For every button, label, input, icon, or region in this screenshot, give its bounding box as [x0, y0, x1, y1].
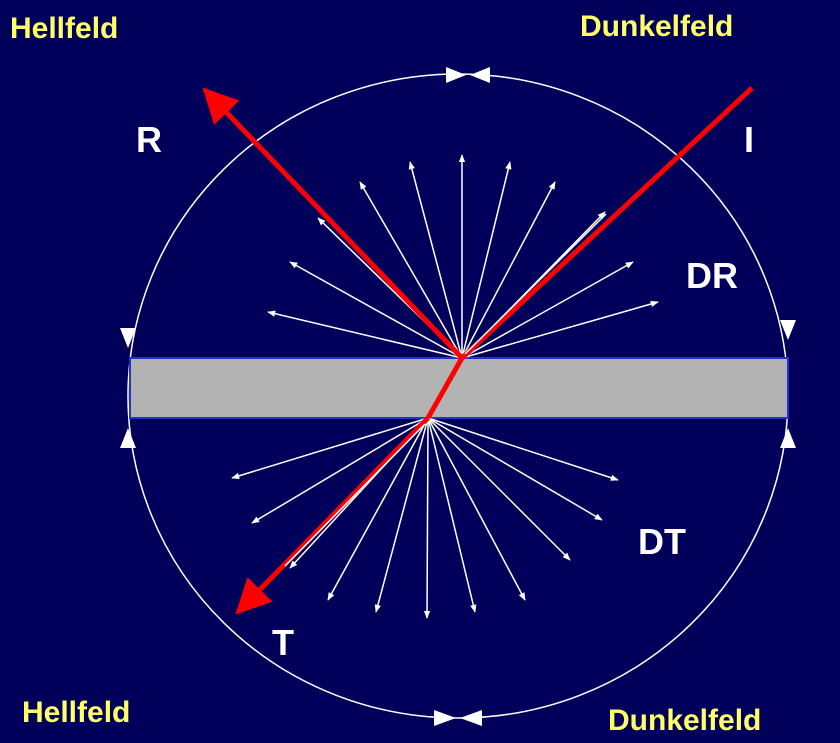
specular-rays	[202, 86, 754, 615]
transmitted-highlight	[284, 423, 426, 567]
ray-label: DR	[686, 255, 738, 296]
circle-markers	[120, 67, 796, 726]
ray-label: DT	[638, 521, 686, 562]
diffuse-transmission-arrows	[231, 417, 619, 619]
ray-label: T	[272, 622, 294, 663]
label: Dunkelfeld	[580, 10, 733, 43]
label: Hellfeld	[10, 12, 118, 45]
ray-label: I	[744, 119, 754, 160]
diffuse-reflection-arrows	[267, 154, 659, 359]
label: Dunkelfeld	[608, 704, 761, 737]
label: Hellfeld	[22, 696, 130, 729]
incident-highlight	[464, 213, 607, 355]
ray-label: R	[136, 119, 162, 160]
